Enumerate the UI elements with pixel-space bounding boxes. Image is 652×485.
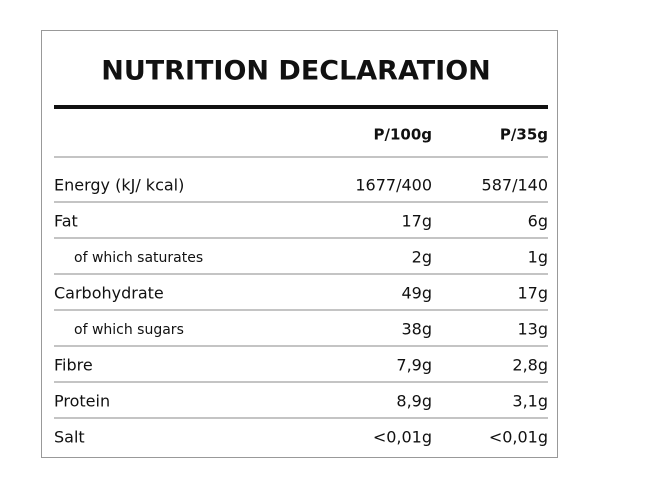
cell-value: 8,9g: [396, 392, 432, 411]
cell-value: 49g: [401, 284, 432, 303]
cell-value: 6g: [528, 212, 548, 231]
row-label: Carbohydrate: [54, 284, 164, 303]
title-rule: [54, 105, 548, 109]
cell-value: 587/140: [482, 176, 548, 195]
cell-value: 1g: [528, 248, 548, 267]
cell-value: 3,1g: [512, 392, 548, 411]
cell-value: 2g: [412, 248, 432, 267]
column-header: P/35g: [500, 126, 548, 144]
cell-value: 13g: [517, 320, 548, 339]
row-label: Fat: [54, 212, 78, 231]
cell-value: 38g: [401, 320, 432, 339]
cell-value: 17g: [401, 212, 432, 231]
cell-value: 2,8g: [512, 356, 548, 375]
row-label: of which saturates: [74, 250, 203, 266]
column-header: P/100g: [373, 126, 432, 144]
cell-value: 7,9g: [396, 356, 432, 375]
cell-value: 1677/400: [355, 176, 432, 195]
row-label: Protein: [54, 392, 110, 411]
row-label: Energy (kJ/ kcal): [54, 176, 184, 195]
title: NUTRITION DECLARATION: [101, 56, 491, 87]
panel-border: [41, 30, 558, 458]
cell-value: <0,01g: [489, 428, 548, 447]
cell-value: <0,01g: [373, 428, 432, 447]
row-label: of which sugars: [74, 322, 184, 338]
row-label: Salt: [54, 428, 85, 447]
cell-value: 17g: [517, 284, 548, 303]
row-label: Fibre: [54, 356, 93, 375]
